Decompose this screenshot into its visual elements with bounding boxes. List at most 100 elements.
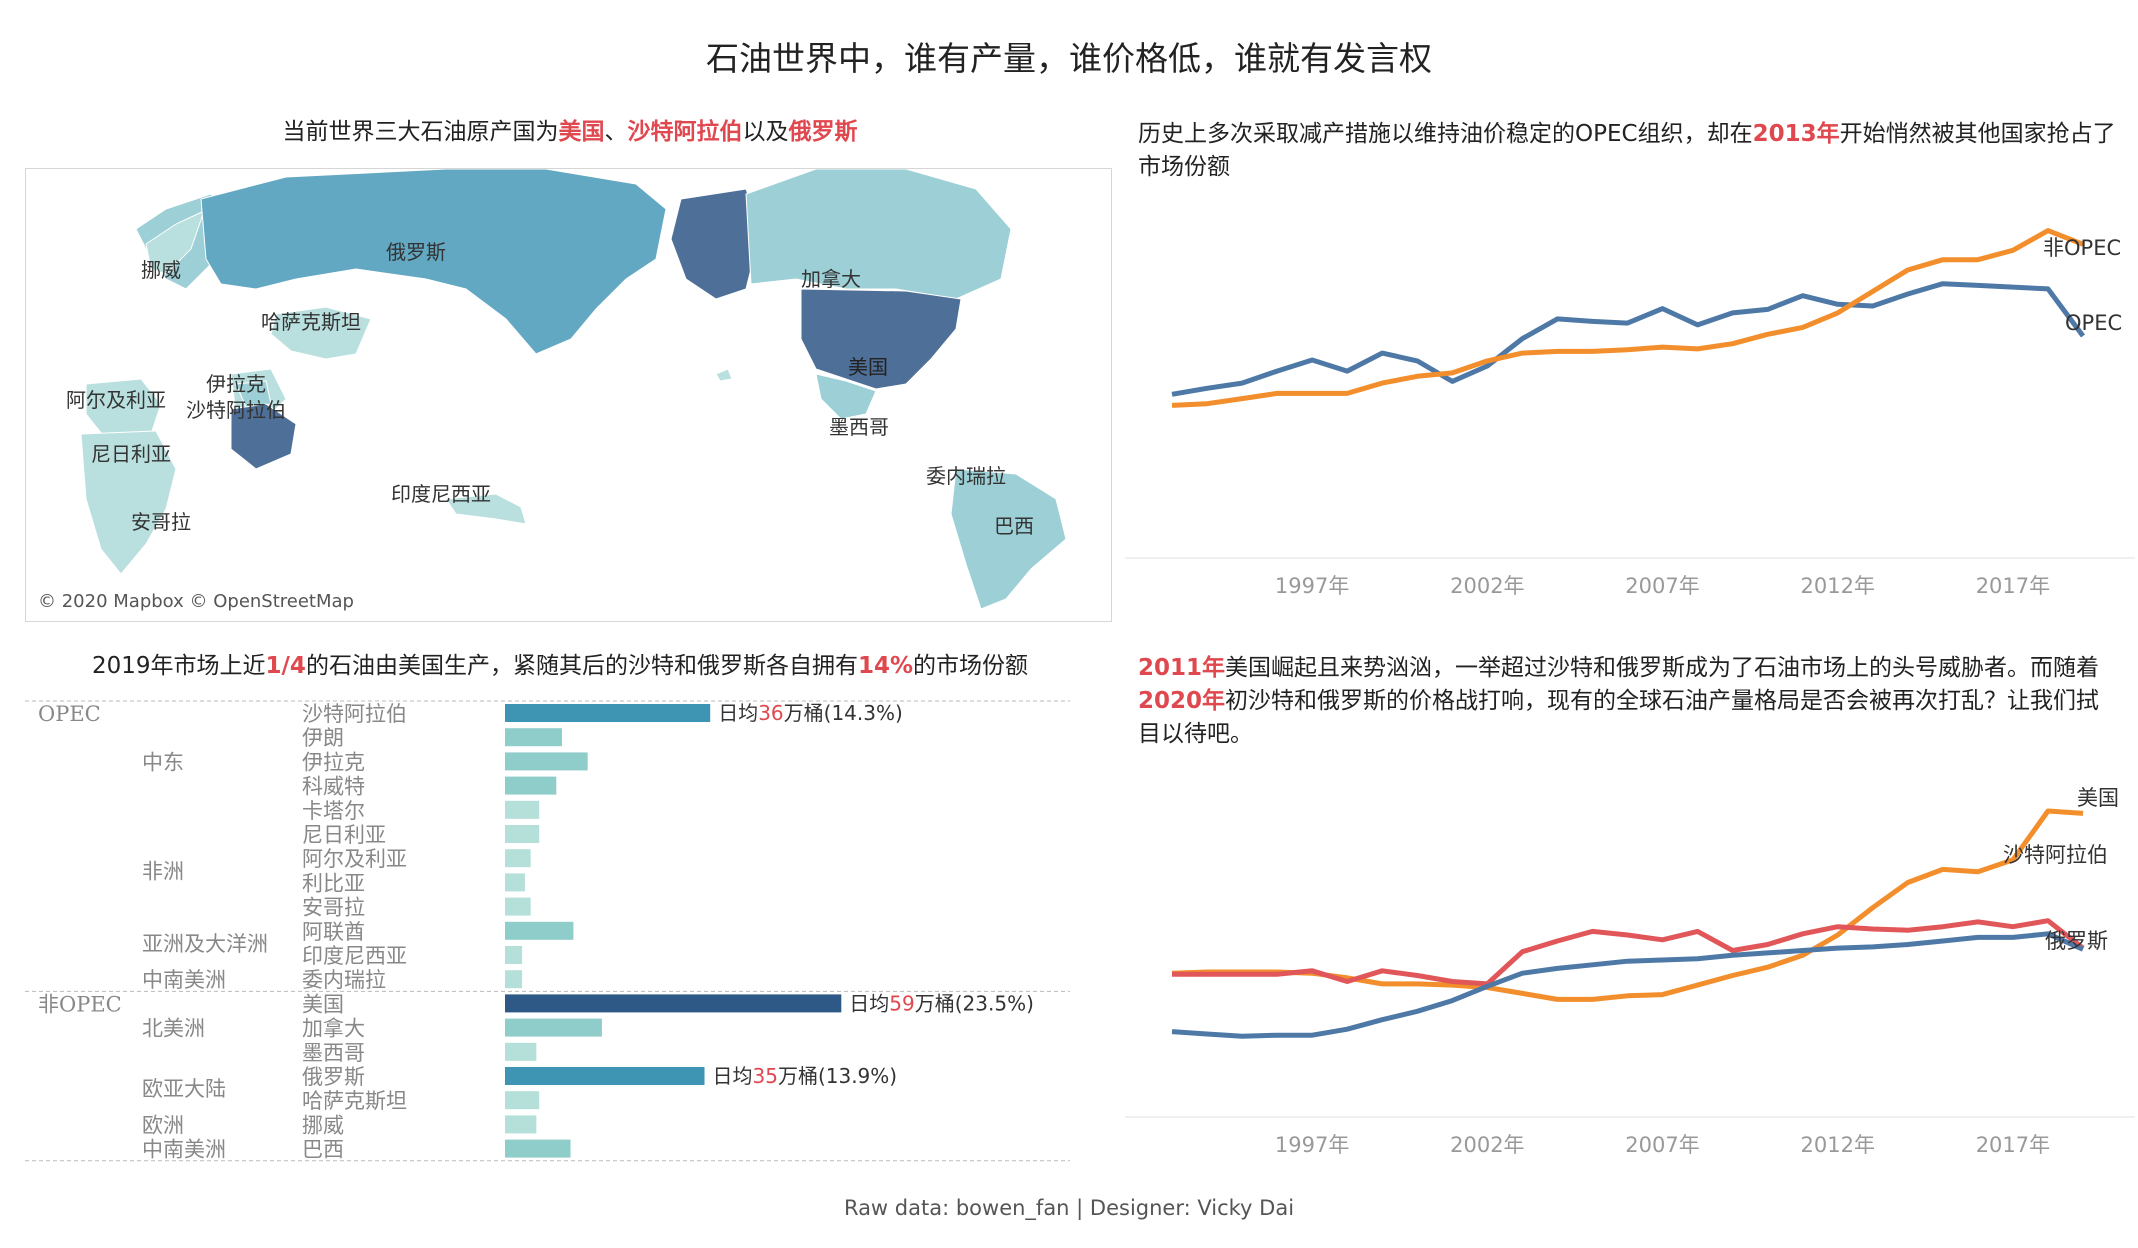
bar-mark[interactable] [505, 873, 525, 892]
bar-mark[interactable] [505, 704, 711, 722]
main-title: 石油世界中，谁有产量，谁价格低，谁就有发言权 [706, 39, 1432, 78]
bar-country-label: 委内瑞拉 [302, 968, 386, 992]
map-label-brazil: 巴西 [994, 514, 1034, 538]
region-norway[interactable] [145, 210, 205, 275]
region-russia[interactable] [200, 169, 667, 355]
bar-region-label: 北美洲 [142, 1017, 205, 1041]
series-line[interactable] [1171, 281, 2086, 397]
bar-mark[interactable] [505, 800, 540, 819]
bar-region-label: 欧亚大陆 [142, 1077, 226, 1101]
map-label-canada: 加拿大 [801, 267, 861, 291]
region-africa[interactable] [80, 430, 177, 575]
bar-country-label: 俄罗斯 [302, 1065, 365, 1089]
map-label-indonesia: 印度尼西亚 [391, 482, 491, 506]
x-tick-label: 1997年 [1275, 574, 1349, 598]
x-tick-label: 2007年 [1625, 1133, 1699, 1157]
map-label-russia: 俄罗斯 [386, 240, 446, 264]
bar-country-label: 伊朗 [302, 726, 344, 750]
highlight-text: 2011年 [1138, 655, 1226, 681]
highlight-text: 1/4 [265, 653, 306, 679]
series-line[interactable] [1171, 228, 2084, 408]
bar-country-label: 阿尔及利亚 [302, 847, 407, 871]
bar-region-label: 欧洲 [142, 1113, 184, 1137]
bar-region-label: 亚洲及大洋洲 [142, 932, 268, 956]
region-south-america[interactable] [950, 468, 1067, 610]
bar-mark[interactable] [505, 1018, 602, 1037]
bar-mark[interactable] [505, 728, 562, 747]
map-dot[interactable] [715, 368, 733, 382]
title-text: 、 [604, 119, 628, 145]
region-iraq[interactable] [235, 380, 272, 408]
bar-mark[interactable] [505, 849, 531, 868]
series-line[interactable] [1172, 918, 2085, 987]
rivals-chart-title: 2011年美国崛起且来势汹汹，一举超过沙特和俄罗斯成为了石油市场上的头号威胁者。… [1138, 652, 2118, 751]
bar-mark[interactable] [505, 1042, 537, 1061]
bar-mark[interactable] [505, 1115, 537, 1134]
title-text: 的市场份额 [913, 653, 1029, 679]
world-map[interactable]: 挪威 俄罗斯 哈萨克斯坦 伊拉克 阿尔及利亚 沙特阿拉伯 尼日利亚 安哥拉 印度… [25, 168, 1112, 622]
bar-country-label: 利比亚 [302, 871, 365, 895]
region-usa[interactable] [800, 288, 962, 390]
region-saudi[interactable] [230, 403, 297, 470]
bar-data-label: 日均59万桶(23.5%) [849, 991, 1034, 1015]
x-tick-label: 2007年 [1625, 574, 1699, 598]
series-label: OPEC [2065, 311, 2122, 335]
title-text: 当前世界三大石油原产国为 [282, 119, 559, 145]
bar-country-label: 哈萨克斯坦 [302, 1089, 407, 1113]
bar-country-label: 加拿大 [302, 1017, 365, 1041]
title-text: 美国崛起且来势汹汹，一举超过沙特和俄罗斯成为了石油市场上的头号威胁者。而随着 [1225, 655, 2100, 681]
bar-mark[interactable] [505, 921, 574, 940]
x-tick-label: 2017年 [1976, 1133, 2050, 1157]
bar-country-label: 安哥拉 [302, 896, 365, 920]
bar-mark[interactable] [505, 825, 540, 843]
opec-chart-title: 历史上多次采取减产措施以维持油价稳定的OPEC组织，却在2013年开始悄然被其他… [1138, 118, 2118, 184]
bar-country-label: 沙特阿拉伯 [302, 702, 407, 726]
title-text: 的石油由美国生产，紧随其后的沙特和俄罗斯各自拥有 [305, 653, 858, 679]
bar-region-label: 非洲 [142, 859, 184, 883]
highlight-text: 美国 [558, 119, 605, 145]
region-kazakhstan[interactable] [270, 306, 372, 360]
bar-country-label: 卡塔尔 [302, 799, 365, 823]
map-label-saudi: 沙特阿拉伯 [186, 398, 286, 422]
bar-mark[interactable] [505, 1091, 540, 1110]
map-attribution[interactable]: © 2020 Mapbox © OpenStreetMap [38, 591, 354, 612]
series-label: 沙特阿拉伯 [2003, 843, 2108, 867]
bar-mark[interactable] [505, 946, 523, 964]
region-mexico[interactable] [815, 373, 877, 420]
bar-mark[interactable] [505, 994, 842, 1013]
bar-country-label: 科威特 [302, 775, 365, 799]
region-indonesia[interactable] [445, 493, 527, 525]
bar-mark[interactable] [505, 776, 557, 795]
highlight-text: 2020年 [1138, 688, 1226, 714]
x-tick-label: 1997年 [1275, 1133, 1349, 1157]
bar-country-label: 尼日利亚 [302, 823, 386, 847]
bar-mark[interactable] [505, 970, 523, 989]
opec-line-chart: 1997年 2002年 2007年 2012年 2017年 OPEC 非OPEC [1125, 228, 2135, 598]
map-label-iraq: 伊拉克 [206, 372, 266, 396]
x-tick-label: 2002年 [1450, 1133, 1524, 1157]
bar-country-label: 挪威 [302, 1113, 344, 1137]
highlight-text: 14% [857, 653, 914, 679]
map-label-norway: 挪威 [141, 258, 181, 282]
bar-mark[interactable] [505, 1067, 705, 1085]
bar-country-label: 印度尼西亚 [302, 944, 407, 968]
x-tick-label: 2002年 [1450, 574, 1524, 598]
highlight-text: 俄罗斯 [788, 119, 858, 145]
title-text: 历史上多次采取减产措施以维持油价稳定的OPEC组织，却在 [1138, 121, 1753, 147]
bar-mark[interactable] [505, 897, 531, 916]
x-tick-label: 2012年 [1801, 1133, 1875, 1157]
map-labels: 挪威 俄罗斯 哈萨克斯坦 伊拉克 阿尔及利亚 沙特阿拉伯 尼日利亚 安哥拉 印度… [66, 240, 1034, 538]
bar-country-label: 巴西 [302, 1138, 344, 1162]
title-text: 初沙特和俄罗斯的价格战打响，现有的全球石油产量格局是否会被再次打乱？让我们拭目以… [1138, 688, 2100, 747]
title-text: 以及 [742, 119, 789, 145]
series-line[interactable] [1171, 931, 2085, 1039]
series-label: 俄罗斯 [2045, 929, 2108, 953]
bar-mark[interactable] [505, 752, 588, 771]
bar-mark[interactable] [505, 1139, 571, 1158]
bar-country-label: 阿联酋 [302, 920, 365, 944]
map-label-algeria: 阿尔及利亚 [66, 388, 166, 412]
region-canada[interactable] [745, 169, 1012, 300]
x-tick-label: 2012年 [1801, 574, 1875, 598]
map-canvas: 挪威 俄罗斯 哈萨克斯坦 伊拉克 阿尔及利亚 沙特阿拉伯 尼日利亚 安哥拉 印度… [38, 169, 1067, 612]
